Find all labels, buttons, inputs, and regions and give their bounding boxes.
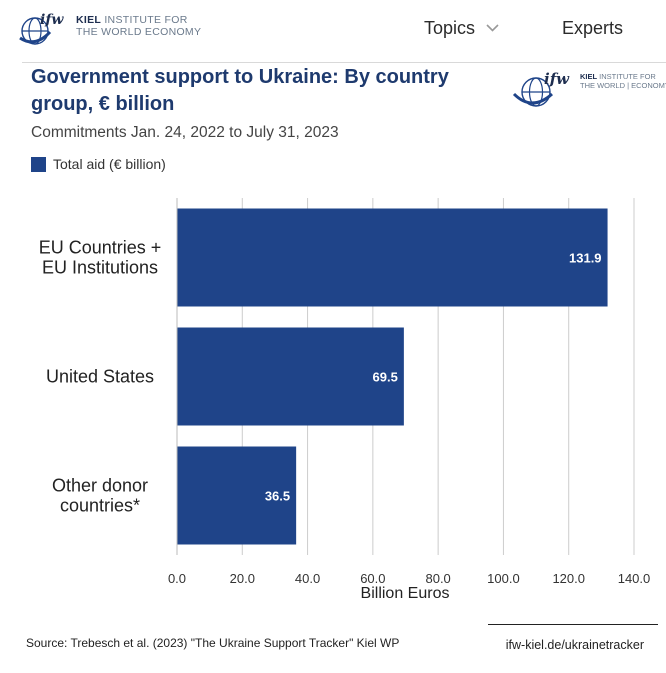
- bar: [177, 208, 608, 307]
- globe-logo-icon: [512, 77, 554, 107]
- tracker-link[interactable]: ifw-kiel.de/ukrainetracker: [505, 638, 644, 652]
- category-label: United States: [46, 367, 154, 387]
- bar: [177, 327, 404, 426]
- chart-logo-name: KIEL INSTITUTE FOR THE WORLD | ECONOMY: [580, 72, 666, 90]
- chevron-down-icon: [486, 24, 499, 32]
- chart-logo-mark: ifw: [544, 70, 570, 88]
- nav-experts-label: Experts: [562, 18, 624, 38]
- category-label: countries*: [60, 496, 140, 516]
- x-tick-label: 60.0: [360, 571, 385, 585]
- header-divider: [22, 62, 666, 63]
- brand-line1-bold: KIEL: [76, 14, 102, 26]
- nav-topics[interactable]: Topics: [424, 18, 499, 39]
- x-tick-label: 40.0: [295, 571, 320, 585]
- x-tick-label: 140.0: [618, 571, 651, 585]
- legend-swatch: [31, 157, 46, 172]
- x-tick-label: 0.0: [168, 571, 186, 585]
- x-tick-label: 100.0: [487, 571, 520, 585]
- footer-divider: [488, 624, 658, 625]
- x-tick-label: 80.0: [425, 571, 450, 585]
- bar-value-label: 69.5: [373, 370, 398, 385]
- bar: [177, 446, 297, 545]
- brand-mark: ifw: [40, 12, 64, 28]
- chart-logo-line1-bold: KIEL: [580, 72, 598, 81]
- brand-name: KIEL INSTITUTE FOR THE WORLD ECONOMY: [76, 14, 201, 38]
- bar-chart: 0.0 20.0 40.0 60.0 80.0 100.0 120.0 140.0 131.9 E…: [39, 198, 651, 585]
- nav-experts[interactable]: Experts: [562, 18, 623, 39]
- category-label: EU Institutions: [42, 258, 158, 278]
- x-tick-label: 120.0: [552, 571, 585, 585]
- site-header: ifw KIEL INSTITUTE FOR THE WORLD ECONOMY…: [0, 0, 666, 62]
- brand-line1-rest: INSTITUTE FOR: [101, 14, 188, 26]
- chart-title: Government support to Ukraine: By countr…: [31, 66, 449, 115]
- x-axis-title: Billion Euros: [360, 585, 450, 602]
- chart-logo-line1-rest: INSTITUTE FOR: [597, 72, 656, 81]
- category-label: EU Countries +: [39, 238, 162, 258]
- chart-subtitle: Commitments Jan. 24, 2022 to July 31, 20…: [31, 124, 339, 141]
- bar-value-label: 131.9: [569, 251, 602, 266]
- bar-value-label: 36.5: [265, 489, 290, 504]
- globe-logo-icon: [19, 17, 52, 45]
- category-label: Other donor: [52, 476, 148, 496]
- chart-logo-line2: THE WORLD | ECONOMY: [580, 81, 666, 90]
- source-note: Source: Trebesch et al. (2023) "The Ukra…: [26, 636, 400, 650]
- site-logo[interactable]: ifw KIEL INSTITUTE FOR THE WORLD ECONOMY: [18, 10, 218, 50]
- legend-label: Total aid (€ billion): [53, 156, 166, 172]
- chart-logo: ifw KIEL INSTITUTE FOR THE WORLD | ECONO…: [512, 66, 666, 114]
- brand-line2: THE WORLD ECONOMY: [76, 26, 202, 38]
- x-tick-label: 20.0: [230, 571, 255, 585]
- nav-topics-label: Topics: [424, 18, 476, 38]
